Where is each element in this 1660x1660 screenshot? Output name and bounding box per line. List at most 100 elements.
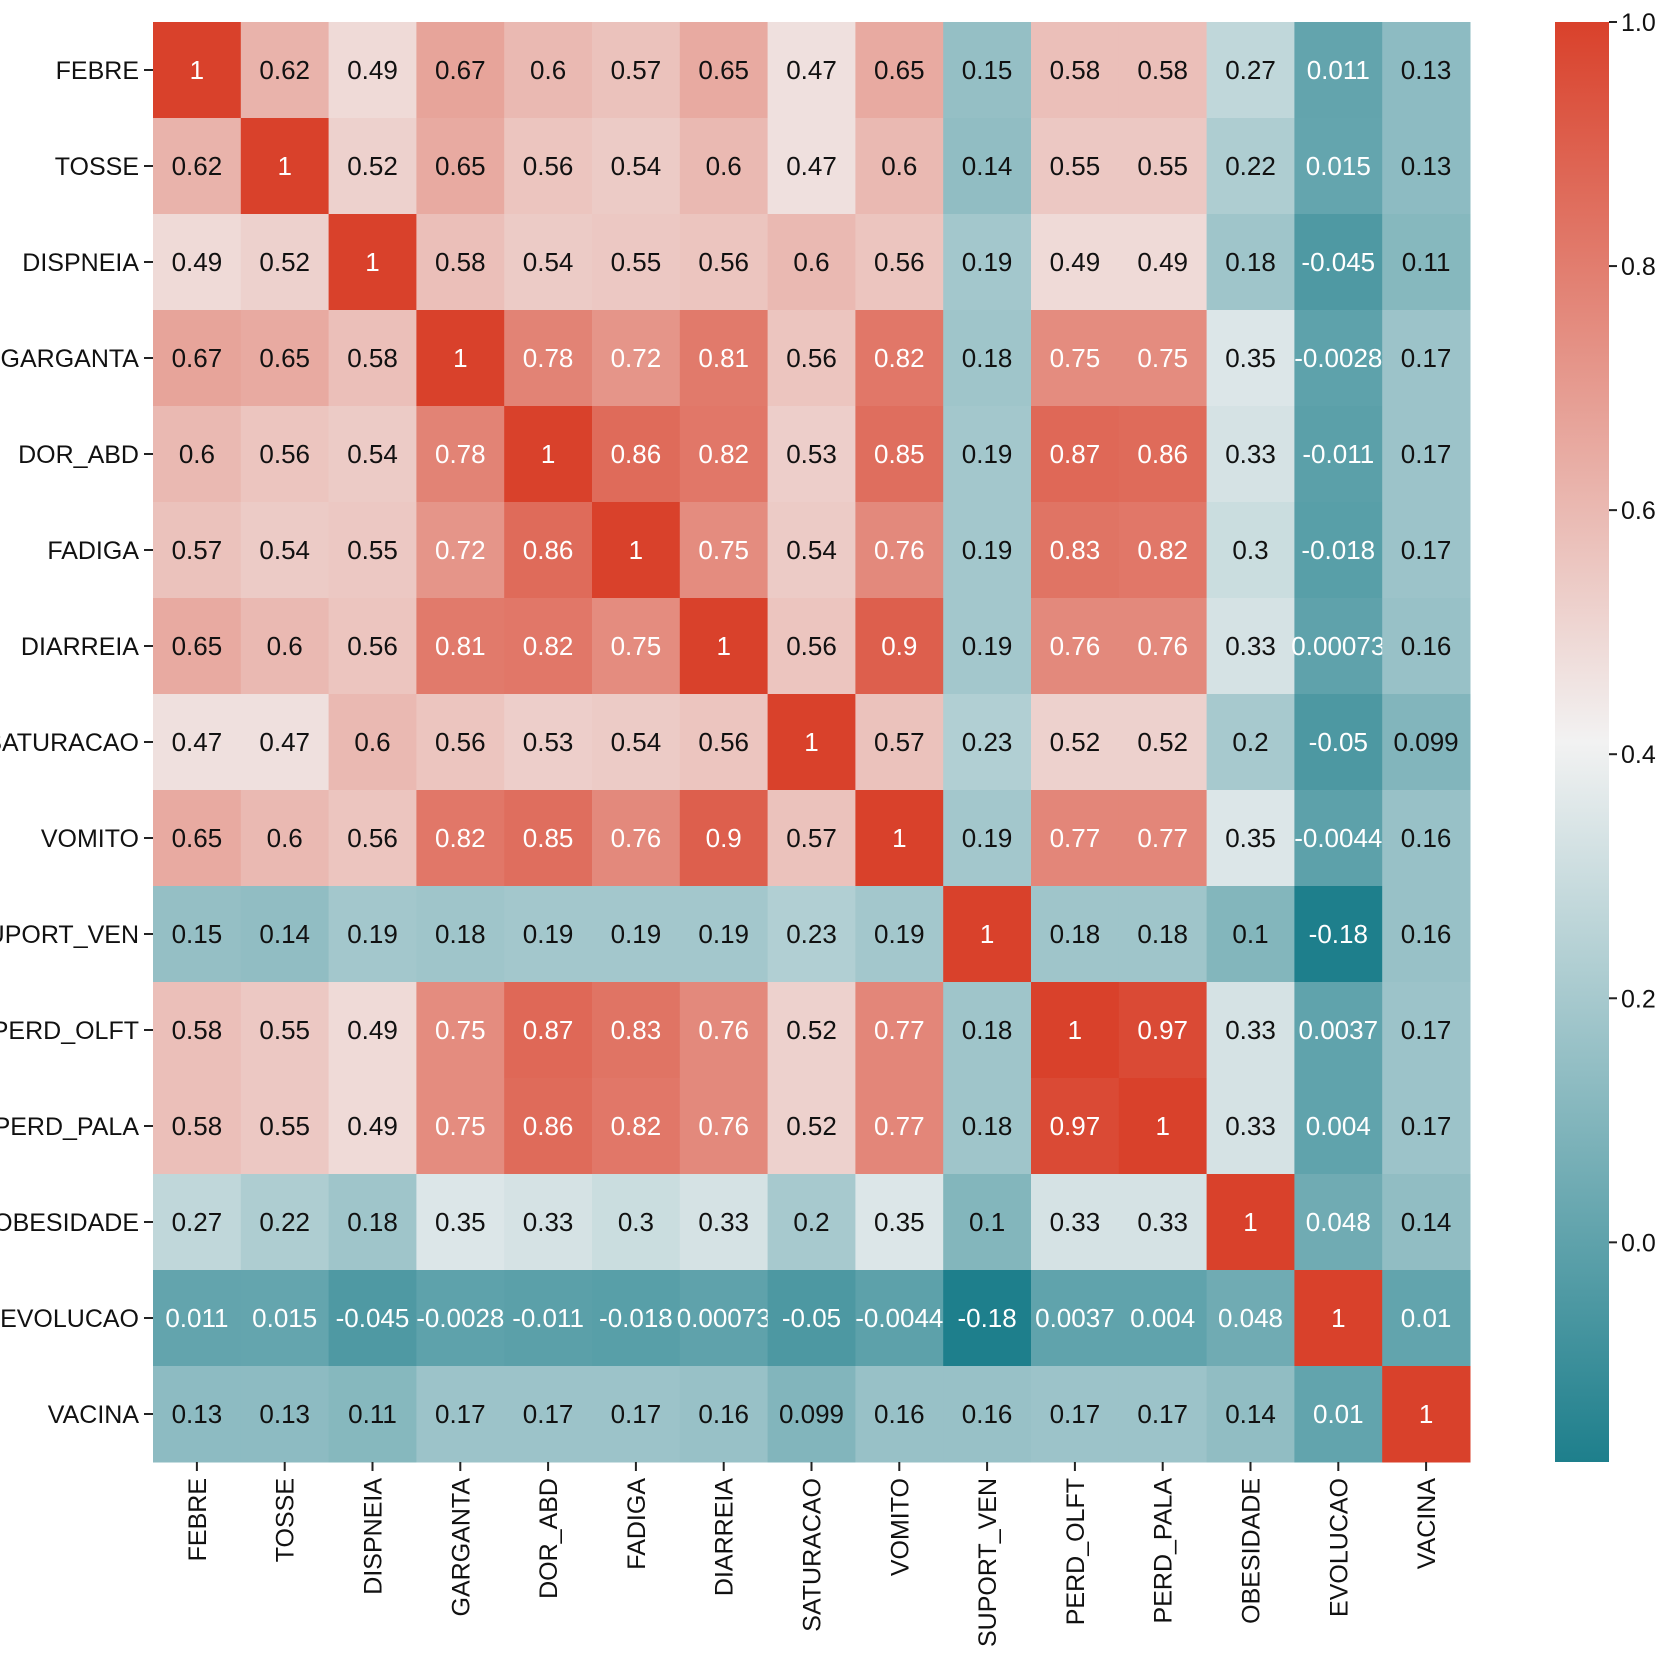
column-label: VOMITO <box>886 1478 914 1576</box>
cell-value-label: 0.1 <box>969 1207 1005 1237</box>
cell-value-label: 0.52 <box>786 1015 837 1045</box>
heatmap-cell <box>1294 598 1383 695</box>
cell-value-label: 0.048 <box>1306 1207 1371 1237</box>
cell-value-label: 0.47 <box>172 727 223 757</box>
cell-value-label: 0.82 <box>874 343 925 373</box>
heatmap-cell <box>592 1078 681 1175</box>
heatmap-cell <box>1031 694 1120 791</box>
heatmap-cell <box>679 790 769 887</box>
heatmap-cell <box>504 310 593 407</box>
heatmap-cell <box>328 214 417 311</box>
column-labels: FEBRE TOSSE DISPNEIA GARGANTA DOR_ABD FADIGA D… <box>184 1462 1441 1647</box>
cell-value-label: 0.56 <box>874 247 925 277</box>
heatmap-cell <box>855 1366 944 1463</box>
heatmap-cell <box>416 598 505 695</box>
heatmap-cell <box>592 22 681 119</box>
heatmap-cell <box>328 1174 417 1271</box>
column-label: EVOLUCAO <box>1325 1478 1353 1617</box>
row-label: DOR_ABD <box>18 441 139 469</box>
cell-value-label: 0.82 <box>698 439 749 469</box>
cell-value-label: 0.75 <box>435 1015 486 1045</box>
row-labels: FEBRE TOSSE DISPNEIA GARGANTA DOR_ABD FADIGA D… <box>0 57 153 1429</box>
heatmap-cell <box>1206 406 1295 503</box>
cell-value-label: 0.17 <box>1137 1399 1188 1429</box>
heatmap-cell <box>943 790 1032 887</box>
heatmap-cell <box>679 982 769 1079</box>
heatmap-cell <box>855 22 944 119</box>
heatmap-cell <box>679 406 769 503</box>
cell-value-label: 0.18 <box>1225 247 1276 277</box>
column-label: DIARREIA <box>711 1478 739 1596</box>
heatmap-cell <box>504 118 593 215</box>
cell-value-label: 0.6 <box>706 151 742 181</box>
heatmap-cell <box>240 118 330 215</box>
heatmap-cell <box>504 886 593 983</box>
heatmap-cell <box>416 790 505 887</box>
heatmap-cell <box>943 118 1032 215</box>
heatmap-cell <box>416 502 505 599</box>
heatmap-cell <box>416 310 505 407</box>
heatmap-cell <box>240 310 330 407</box>
cell-value-label: 0.6 <box>179 439 215 469</box>
heatmap-cell <box>240 598 330 695</box>
heatmap-cell <box>328 1270 417 1367</box>
heatmap-cell <box>240 214 330 311</box>
cell-value-label: -0.0028 <box>1294 343 1382 373</box>
cell-value-label: 0.56 <box>698 247 749 277</box>
heatmap-cell <box>416 1078 505 1175</box>
cell-value-label: 1 <box>980 919 994 949</box>
heatmap-cell <box>1031 1366 1120 1463</box>
cell-value-label: 0.27 <box>1225 55 1276 85</box>
cell-value-label: 0.15 <box>962 55 1013 85</box>
cell-value-label: 0.22 <box>1225 151 1276 181</box>
cell-value-label: 0.58 <box>1050 55 1101 85</box>
cell-value-label: 0.0037 <box>1299 1015 1379 1045</box>
heatmap-cell <box>855 118 944 215</box>
cell-value-label: 0.53 <box>786 439 837 469</box>
cell-value-label: 0.56 <box>347 823 398 853</box>
heatmap-cell <box>504 214 593 311</box>
heatmap-cell <box>1294 790 1383 887</box>
heatmap-cell <box>504 1270 593 1367</box>
heatmap-cell <box>328 694 417 791</box>
heatmap-cell <box>679 1174 769 1271</box>
colorbar-tick-label: 0.8 <box>1621 253 1656 281</box>
cell-value-label: 0.62 <box>259 55 310 85</box>
cell-value-label: 0.56 <box>698 727 749 757</box>
cell-value-label: 1 <box>365 247 379 277</box>
heatmap-cell <box>679 118 769 215</box>
cell-value-label: 0.54 <box>259 535 310 565</box>
cell-value-label: 1 <box>1243 1207 1257 1237</box>
heatmap-cell <box>1031 214 1120 311</box>
cell-value-label: 0.17 <box>523 1399 574 1429</box>
cell-value-label: 0.77 <box>874 1111 925 1141</box>
cell-value-label: 0.81 <box>698 343 749 373</box>
heatmap-cell <box>592 886 681 983</box>
cell-value-label: 0.13 <box>172 1399 223 1429</box>
cell-value-label: 0.58 <box>435 247 486 277</box>
cell-value-label: 0.004 <box>1306 1111 1371 1141</box>
heatmap-cell <box>416 118 505 215</box>
heatmap-cell <box>1031 22 1120 119</box>
heatmap-cell <box>855 1078 944 1175</box>
cell-value-label: 0.9 <box>881 631 917 661</box>
heatmap-cell <box>328 1366 417 1463</box>
heatmap-cell <box>1382 598 1471 695</box>
heatmap-cell <box>1118 886 1208 983</box>
heatmap-cell <box>1382 214 1471 311</box>
heatmap-cell <box>767 406 856 503</box>
heatmap-cell <box>1118 406 1208 503</box>
cell-value-label: 0.72 <box>611 343 662 373</box>
heatmap-cell <box>328 118 417 215</box>
heatmap-cell <box>767 694 856 791</box>
heatmap-cell <box>240 502 330 599</box>
row-label: FADIGA <box>47 537 139 565</box>
cell-value-label: 0.14 <box>1401 1207 1452 1237</box>
cell-value-label: 0.011 <box>1307 55 1370 85</box>
cell-value-label: 0.6 <box>267 631 303 661</box>
cell-value-label: 0.17 <box>1401 1111 1452 1141</box>
column-label: TOSSE <box>272 1478 300 1562</box>
cell-value-label: 0.17 <box>435 1399 486 1429</box>
cell-value-label: 0.33 <box>1225 631 1276 661</box>
cell-value-label: 0.56 <box>786 343 837 373</box>
